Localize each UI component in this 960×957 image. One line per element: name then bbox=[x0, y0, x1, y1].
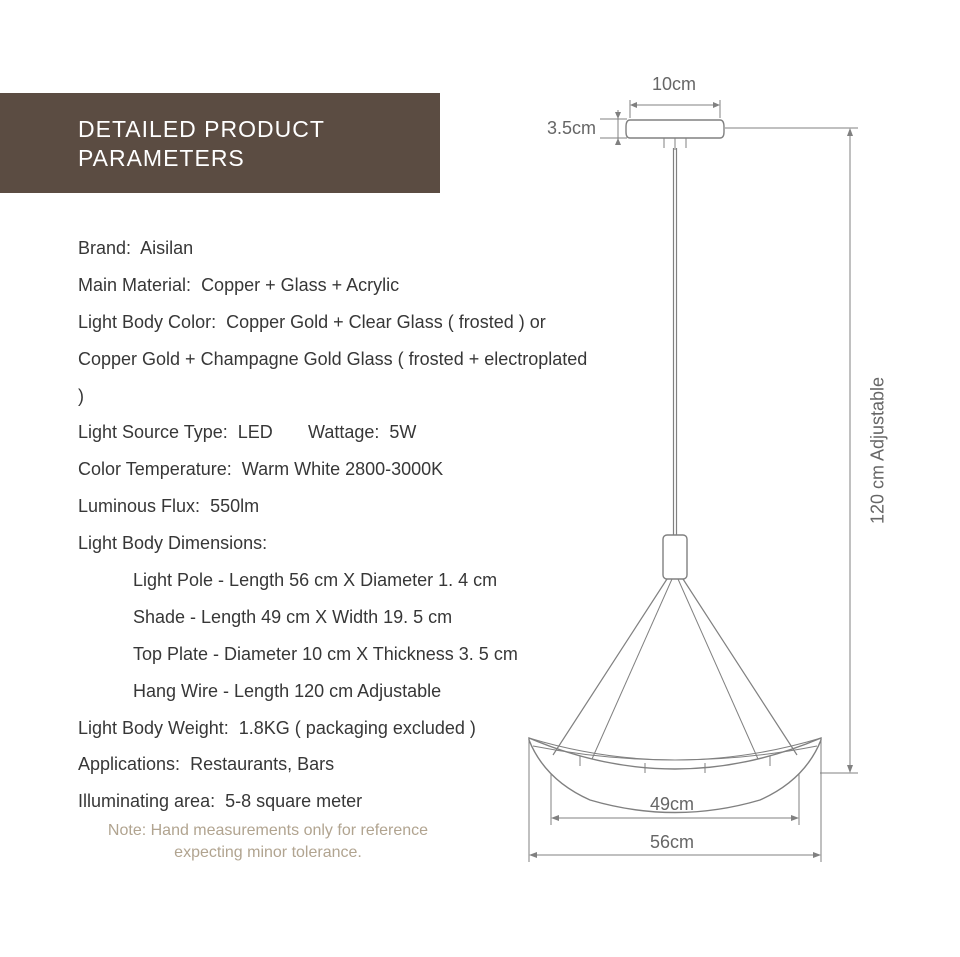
header-band: DETAILED PRODUCT PARAMETERS bbox=[0, 93, 440, 193]
wattage-label: Wattage: bbox=[308, 422, 379, 442]
lamp-svg bbox=[515, 80, 915, 875]
color-label: Light Body Color: bbox=[78, 312, 216, 332]
label-49cm: 49cm bbox=[650, 794, 694, 815]
area-value: 5-8 square meter bbox=[225, 791, 362, 811]
wattage-value: 5W bbox=[389, 422, 416, 442]
label-120cm: 120 cm Adjustable bbox=[868, 371, 889, 531]
flux-label: Luminous Flux: bbox=[78, 496, 200, 516]
color-line1: Copper Gold + Clear Glass ( frosted ) or bbox=[226, 312, 546, 332]
measurement-note: Note: Hand measurements only for referen… bbox=[78, 820, 458, 865]
ct-value: Warm White 2800-3000K bbox=[242, 459, 443, 479]
apps-label: Applications: bbox=[78, 754, 180, 774]
brand-value: Aisilan bbox=[140, 238, 193, 258]
header-line2: PARAMETERS bbox=[78, 144, 440, 173]
dimension-diagram: 10cm 3.5cm 120 cm Adjustable 49cm 56cm bbox=[515, 80, 915, 875]
source-value: LED bbox=[238, 422, 273, 442]
area-label: Illuminating area: bbox=[78, 791, 215, 811]
label-3-5cm: 3.5cm bbox=[547, 118, 596, 139]
brand-label: Brand: bbox=[78, 238, 131, 258]
material-value: Copper + Glass + Acrylic bbox=[201, 275, 399, 295]
ct-label: Color Temperature: bbox=[78, 459, 232, 479]
label-10cm: 10cm bbox=[652, 74, 696, 95]
material-label: Main Material: bbox=[78, 275, 191, 295]
note-line2: expecting minor tolerance. bbox=[78, 842, 458, 864]
apps-value: Restaurants, Bars bbox=[190, 754, 334, 774]
source-label: Light Source Type: bbox=[78, 422, 228, 442]
note-line1: Note: Hand measurements only for referen… bbox=[78, 820, 458, 842]
weight-value: 1.8KG ( packaging excluded ) bbox=[239, 718, 476, 738]
flux-value: 550lm bbox=[210, 496, 259, 516]
label-56cm: 56cm bbox=[650, 832, 694, 853]
header-line1: DETAILED PRODUCT bbox=[78, 115, 440, 144]
weight-label: Light Body Weight: bbox=[78, 718, 229, 738]
